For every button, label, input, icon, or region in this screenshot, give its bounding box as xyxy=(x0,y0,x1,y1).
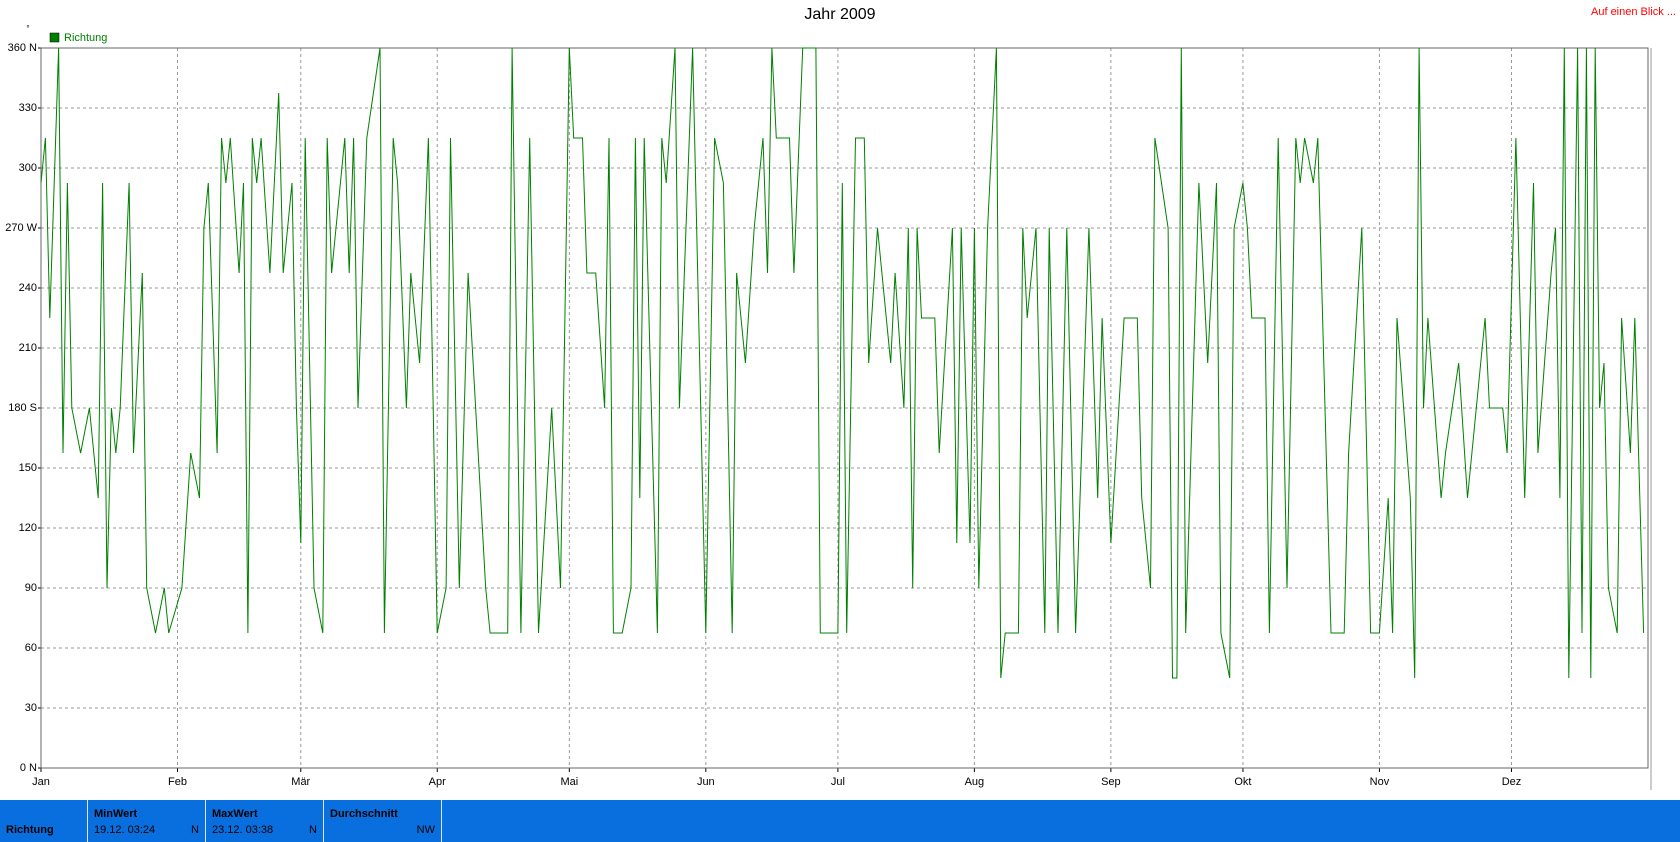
y-tick-label: 360 N xyxy=(8,42,37,54)
y-tick-label: 60 xyxy=(25,642,37,654)
y-tick-label: 30 xyxy=(25,702,37,714)
x-tick-label: Jun xyxy=(697,776,715,788)
y-tick-label: 270 W xyxy=(5,222,37,234)
x-tick-label: Dez xyxy=(1502,776,1522,788)
y-tick-label: 120 xyxy=(19,522,37,534)
legend-swatch xyxy=(49,32,60,43)
header-link[interactable]: Auf einen Blick ... xyxy=(1591,6,1676,18)
direction: N xyxy=(309,824,317,836)
legend-label: Richtung xyxy=(64,32,107,44)
y-tick-label: 300 xyxy=(19,162,37,174)
min-cell: MinWert 19.12. 03:24 N xyxy=(88,800,206,842)
row-cell: Richtung xyxy=(0,800,88,842)
y-tick-label: 330 xyxy=(19,102,37,114)
header: MaxWert xyxy=(212,808,258,820)
max-cell: MaxWert 23.12. 03:38 N xyxy=(206,800,324,842)
date: 23.12. 03:38 xyxy=(212,824,274,836)
y-tick-label: 90 xyxy=(25,582,37,594)
x-tick-label: Jan xyxy=(32,776,50,788)
header: MinWert xyxy=(94,808,138,820)
y-tick-label: 240 xyxy=(19,282,37,294)
x-tick-label: Feb xyxy=(168,776,187,788)
plot-frame xyxy=(40,47,1649,769)
y-tick-label: 0 N xyxy=(20,762,37,774)
header: Durchschnitt xyxy=(330,808,398,820)
x-tick-label: Jul xyxy=(831,776,845,788)
summary-bar: Richtung MinWert 19.12. 03:24 N MaxWert 23.… xyxy=(0,800,1680,842)
chart-title: Jahr 2009 xyxy=(804,6,875,23)
y-tick-label: 180 S xyxy=(8,402,37,414)
x-tick-label: Mär xyxy=(291,776,310,788)
line xyxy=(40,47,1645,679)
x-tick-label: Mai xyxy=(560,776,578,788)
y-unit: ° xyxy=(26,24,29,33)
avg-cell: Durchschnitt NW xyxy=(324,800,442,842)
y-tick-label: 150 xyxy=(19,462,37,474)
row-label: Richtung xyxy=(6,824,54,836)
direction: NW xyxy=(416,824,435,836)
x-tick-label: Okt xyxy=(1234,776,1251,788)
chart: Jahr 2009 Auf einen Blick ... ° Richtung… xyxy=(5,6,1676,790)
direction: N xyxy=(191,824,199,836)
date: 19.12. 03:24 xyxy=(94,824,156,836)
x-tick-label: Apr xyxy=(429,776,446,788)
x-tick-label: Sep xyxy=(1101,776,1121,788)
x-tick-label: Aug xyxy=(965,776,985,788)
x-tick-label: Nov xyxy=(1370,776,1390,788)
y-tick-label: 210 xyxy=(19,342,37,354)
